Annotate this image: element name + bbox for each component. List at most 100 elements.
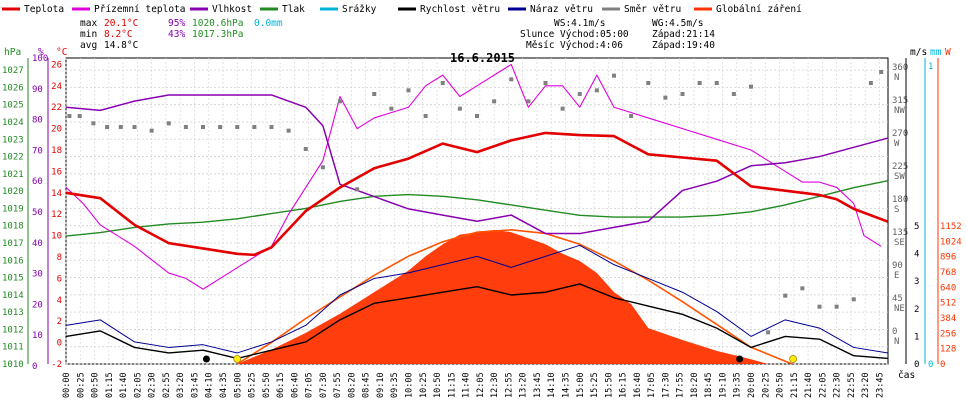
- dir-tick-lbl: SW: [894, 172, 905, 182]
- press-tick-label: 1014: [2, 291, 24, 301]
- time-label: 14:10: [547, 372, 557, 398]
- wind-dir-point: [355, 187, 360, 192]
- wind-dir-point: [731, 92, 736, 96]
- time-label: 15:00: [576, 372, 586, 398]
- temp-tick-label: 14: [51, 189, 62, 199]
- wind-dir-point: [800, 286, 805, 291]
- wind-dir-point: [252, 125, 257, 129]
- time-label: 22:55: [847, 372, 857, 398]
- wind-dir-point: [526, 99, 531, 104]
- wind-dir-point: [77, 114, 82, 118]
- time-label: 01:15: [105, 372, 115, 398]
- time-label: 23:45: [875, 372, 885, 398]
- dir-tick-lbl: NW: [894, 106, 905, 116]
- solar-tick-label: 256: [940, 329, 956, 339]
- unit-rain: mm: [930, 47, 942, 58]
- time-label: 22:30: [833, 372, 843, 398]
- stat-max-rain: 0.0mm: [254, 18, 283, 29]
- wind-dir-point: [118, 125, 123, 129]
- press-tick-label: 1025: [2, 101, 24, 111]
- hum-tick-label: 80: [32, 116, 43, 126]
- press-tick-label: 1027: [2, 66, 24, 76]
- wind-dir-point: [67, 114, 72, 118]
- stat-max-temp: 20.1°C: [104, 18, 138, 29]
- dir-tick-deg: 360: [892, 63, 908, 73]
- hum-tick-label: 50: [32, 208, 43, 218]
- temp-tick-label: 20: [51, 125, 62, 135]
- dir-tick-deg: 90: [892, 261, 903, 271]
- wind-dir-point: [286, 128, 291, 133]
- wind-dir-point: [423, 114, 428, 118]
- wind-dir-point: [269, 125, 274, 129]
- press-tick-label: 1016: [2, 256, 24, 266]
- legend-label-smer: Směr větru: [624, 4, 681, 15]
- wind-dir-point: [697, 81, 702, 85]
- legend-label-srazky: Srážky: [342, 4, 377, 15]
- wind-dir-point: [646, 81, 651, 85]
- time-label: 06:40: [290, 372, 300, 398]
- wind-dir-point: [543, 81, 548, 85]
- dir-tick-deg: 135: [892, 228, 908, 238]
- time-label: 18:20: [690, 372, 700, 398]
- wind-dir-point: [851, 297, 856, 302]
- time-label: 23:20: [861, 372, 871, 398]
- moon-rise-marker: [202, 355, 210, 363]
- time-label: 04:10: [205, 372, 215, 398]
- wind-dir-point: [132, 125, 137, 129]
- wind-dir-point: [166, 121, 171, 126]
- time-label: 16:40: [633, 372, 643, 398]
- stat-min-temp: 8.2°C: [104, 29, 133, 40]
- stat-max-press: 1020.6hPa: [192, 18, 243, 29]
- unit-temp: °C: [56, 47, 67, 58]
- solar-tick-label: 512: [940, 299, 956, 309]
- hum-tick-label: 30: [32, 270, 43, 280]
- time-label: 03:20: [176, 372, 186, 398]
- wind-dir-point: [338, 99, 342, 104]
- hum-tick-label: 40: [32, 239, 43, 249]
- time-label: 02:30: [148, 372, 158, 398]
- press-tick-label: 1012: [2, 325, 24, 335]
- time-label: 15:25: [590, 372, 600, 398]
- time-label: 00:00: [62, 372, 72, 398]
- press-tick-label: 1015: [2, 274, 24, 284]
- time-label: 08:45: [362, 372, 372, 398]
- wind-dir-point: [389, 106, 394, 111]
- time-label: 10:00: [405, 372, 415, 398]
- press-tick-label: 1018: [2, 222, 24, 232]
- legend: Teplota Přízemní teplota Vlhkost Tlak Sr…: [2, 4, 802, 15]
- solar-tick-label: 1024: [940, 237, 962, 247]
- press-tick-label: 1017: [2, 239, 24, 249]
- temp-tick-label: 0: [57, 339, 62, 349]
- solar-tick-label: 128: [940, 345, 956, 355]
- stat-min-press: 1017.3hPa: [192, 29, 243, 40]
- dir-tick-lbl: NE: [894, 304, 905, 314]
- time-label: 14:35: [561, 372, 571, 398]
- time-label: 07:30: [319, 372, 329, 398]
- press-tick-label: 1019: [2, 204, 24, 214]
- clear-sky-line: [236, 229, 793, 365]
- time-label: 07:05: [305, 372, 315, 398]
- wind-dir-point: [201, 125, 205, 129]
- stat-min-label: min: [80, 29, 97, 40]
- press-tick-label: 1022: [2, 153, 24, 163]
- wind-dir-point: [457, 106, 462, 111]
- moon-set-marker: [736, 355, 744, 363]
- temp-tick-label: 18: [51, 146, 62, 156]
- wind-dir-point: [817, 304, 822, 309]
- time-label: 09:10: [376, 372, 386, 398]
- time-label: 17:30: [661, 372, 671, 398]
- time-label: 15:50: [604, 372, 614, 398]
- time-label: 10:50: [433, 372, 443, 398]
- time-label: 21:40: [804, 372, 814, 398]
- press-tick-label: 1020: [2, 187, 24, 197]
- unit-solar: W: [945, 47, 951, 58]
- time-label: 03:45: [190, 372, 200, 398]
- press-tick-label: 1013: [2, 308, 24, 318]
- wind-dir-point: [91, 121, 96, 126]
- time-label: 12:30: [490, 372, 500, 398]
- wind-dir-point: [235, 125, 240, 129]
- time-label: 20:50: [776, 372, 786, 398]
- time-label: 16:15: [619, 372, 629, 398]
